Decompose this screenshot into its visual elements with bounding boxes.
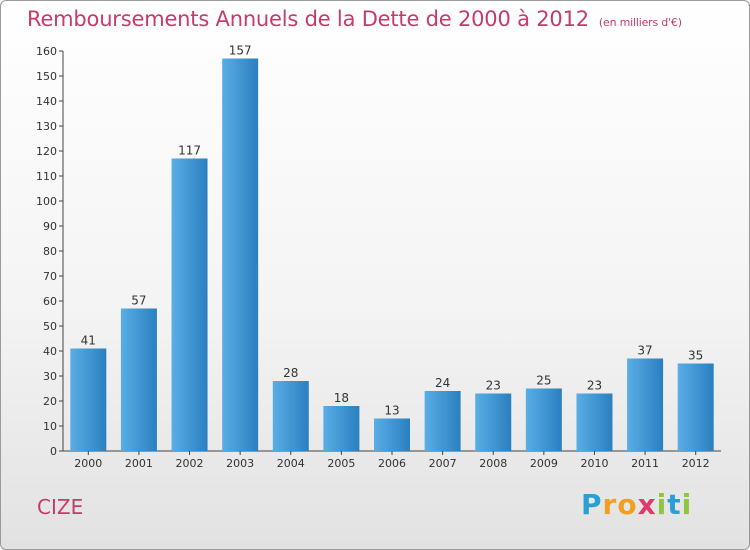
- y-tick-label: 90: [43, 220, 57, 233]
- data-label: 18: [334, 391, 349, 405]
- data-label: 23: [486, 379, 501, 393]
- bar-2004: [272, 381, 309, 451]
- y-tick-label: 140: [36, 95, 57, 108]
- y-tick-label: 60: [43, 295, 57, 308]
- x-tick-label: 2007: [429, 457, 457, 470]
- bar-2007: [424, 391, 461, 451]
- y-tick-label: 30: [43, 370, 57, 383]
- x-tick-label: 2004: [277, 457, 305, 470]
- commune-name: CIZE: [37, 495, 84, 519]
- chart-title: Remboursements Annuels de la Dette de 20…: [27, 7, 682, 31]
- y-tick-label: 20: [43, 395, 57, 408]
- data-label: 35: [688, 349, 703, 363]
- x-tick-label: 2009: [530, 457, 558, 470]
- bar-2009: [525, 388, 562, 451]
- x-tick-label: 2001: [125, 457, 153, 470]
- y-tick-label: 70: [43, 270, 57, 283]
- data-label: 117: [178, 144, 201, 158]
- x-tick-label: 2011: [631, 457, 659, 470]
- data-label: 57: [131, 294, 146, 308]
- x-tick-label: 2000: [74, 457, 102, 470]
- bar-2006: [374, 418, 410, 451]
- y-tick-label: 50: [43, 320, 57, 333]
- bar-2005: [323, 406, 360, 451]
- data-label: 25: [536, 374, 551, 388]
- data-label: 24: [435, 376, 450, 390]
- data-label: 157: [229, 44, 252, 58]
- y-tick-label: 110: [36, 170, 57, 183]
- bar-2000: [70, 348, 107, 451]
- y-tick-label: 80: [43, 245, 57, 258]
- bar-2011: [627, 358, 664, 451]
- y-tick-label: 150: [36, 70, 57, 83]
- x-tick-label: 2010: [580, 457, 608, 470]
- bar-2002: [171, 158, 208, 451]
- x-tick-label: 2003: [226, 457, 254, 470]
- bar-2010: [576, 393, 613, 451]
- data-label: 23: [587, 379, 602, 393]
- x-tick-label: 2005: [327, 457, 355, 470]
- bar-2001: [120, 308, 157, 451]
- bar-2003: [222, 58, 259, 451]
- data-label: 13: [384, 404, 399, 418]
- bar-2008: [475, 393, 512, 451]
- y-tick-label: 0: [50, 445, 57, 458]
- proxiti-logo: Proxiti: [581, 488, 693, 521]
- y-tick-label: 130: [36, 120, 57, 133]
- x-tick-label: 2002: [176, 457, 204, 470]
- chart-title-text: Remboursements Annuels de la Dette de 20…: [27, 7, 589, 31]
- y-tick-label: 10: [43, 420, 57, 433]
- x-tick-label: 2006: [378, 457, 406, 470]
- x-tick-label: 2012: [682, 457, 710, 470]
- unit-label: (en milliers d'€): [598, 16, 682, 29]
- y-tick-label: 40: [43, 345, 57, 358]
- x-tick-label: 2008: [479, 457, 507, 470]
- bar-2012: [677, 363, 714, 451]
- data-label: 41: [81, 334, 96, 348]
- y-tick-label: 100: [36, 195, 57, 208]
- y-tick-label: 120: [36, 145, 57, 158]
- data-label: 37: [637, 344, 652, 358]
- y-tick-label: 160: [36, 45, 57, 58]
- data-label: 28: [283, 366, 298, 380]
